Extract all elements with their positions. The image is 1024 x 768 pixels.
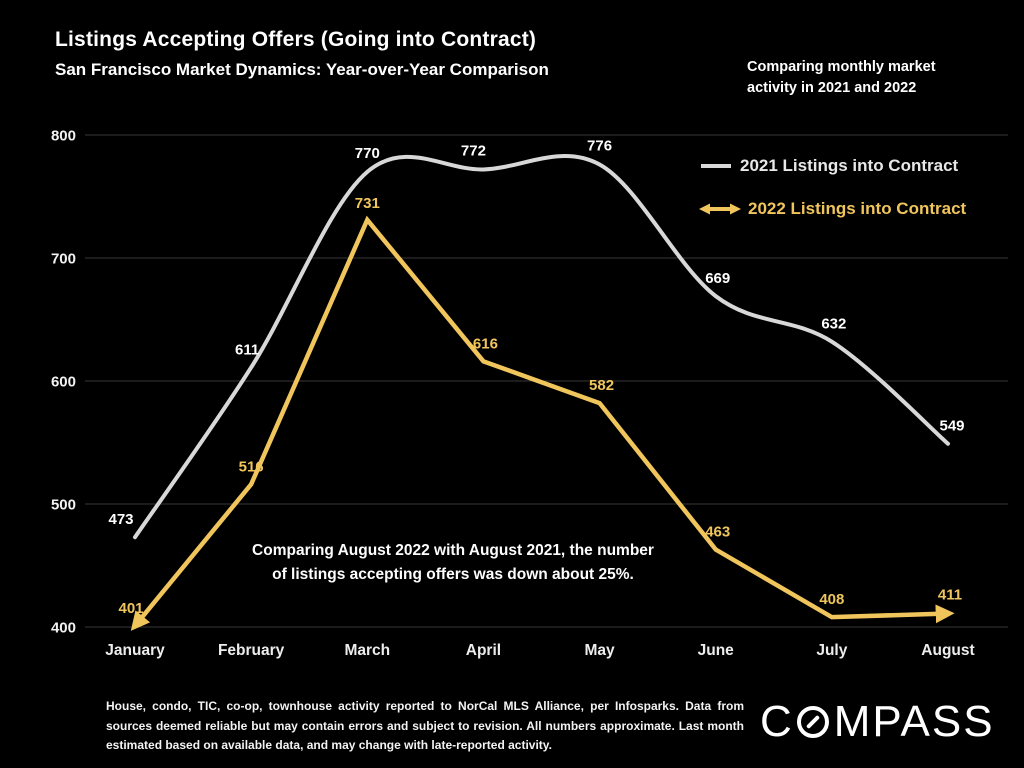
data-label: 516 bbox=[239, 458, 264, 475]
page-title: Listings Accepting Offers (Going into Co… bbox=[55, 28, 537, 51]
compass-logo-text-mpass: MPASS bbox=[833, 697, 995, 746]
x-tick-label: June bbox=[698, 642, 735, 659]
data-label: 582 bbox=[589, 377, 614, 394]
chart-annotation: Comparing August 2022 with August 2021, … bbox=[178, 539, 728, 587]
compass-slashed-o-icon bbox=[796, 706, 829, 738]
y-tick-label: 800 bbox=[51, 128, 76, 145]
x-tick-label: August bbox=[921, 642, 974, 659]
data-label: 401 bbox=[118, 600, 143, 617]
data-label: 473 bbox=[108, 511, 133, 528]
data-label: 632 bbox=[821, 316, 846, 333]
line-swatch-2021-icon bbox=[699, 161, 733, 171]
data-label: 549 bbox=[939, 418, 964, 435]
x-tick-label: May bbox=[584, 642, 615, 659]
double-arrow-swatch-2022-icon bbox=[699, 202, 741, 216]
x-tick-label: March bbox=[344, 642, 390, 659]
series-line-2022 bbox=[130, 215, 955, 631]
y-tick-label: 600 bbox=[51, 374, 76, 391]
data-label: 411 bbox=[938, 586, 962, 603]
x-tick-label: April bbox=[466, 642, 501, 659]
legend-item-2021: 2021 Listings into Contract bbox=[699, 153, 966, 179]
data-label: 731 bbox=[355, 195, 380, 212]
compass-logo-text-c: C bbox=[760, 697, 794, 746]
series-line-2021 bbox=[133, 154, 950, 540]
data-label: 776 bbox=[587, 138, 612, 155]
y-tick-label: 500 bbox=[51, 497, 76, 514]
x-tick-label: January bbox=[105, 642, 165, 659]
market-note: Comparing monthly market activity in 202… bbox=[747, 59, 936, 96]
data-label: 611 bbox=[235, 341, 259, 358]
legend-label-2022: 2022 Listings into Contract bbox=[748, 199, 967, 218]
compass-logo: C MPASS bbox=[760, 697, 995, 746]
y-tick-label: 700 bbox=[51, 251, 76, 268]
legend-item-2022: 2022 Listings into Contract bbox=[699, 196, 966, 222]
data-label: 669 bbox=[705, 270, 730, 287]
x-tick-label: February bbox=[218, 642, 285, 659]
data-label: 408 bbox=[819, 591, 844, 608]
disclaimer-text: House, condo, TIC, co-op, townhouse acti… bbox=[106, 699, 744, 752]
annotation-line-1: Comparing August 2022 with August 2021, … bbox=[252, 542, 654, 559]
legend-label-2021: 2021 Listings into Contract bbox=[740, 156, 959, 175]
data-label: 463 bbox=[705, 524, 730, 541]
annotation-line-2: of listings accepting offers was down ab… bbox=[272, 566, 634, 583]
y-tick-label: 400 bbox=[51, 620, 76, 637]
data-label: 616 bbox=[473, 335, 498, 352]
chart-legend: 2021 Listings into Contract 2022 Listing… bbox=[699, 153, 966, 239]
page-subtitle: San Francisco Market Dynamics: Year-over… bbox=[55, 60, 549, 79]
data-label: 770 bbox=[355, 145, 380, 162]
data-label: 772 bbox=[461, 142, 486, 159]
x-tick-label: July bbox=[816, 642, 847, 659]
